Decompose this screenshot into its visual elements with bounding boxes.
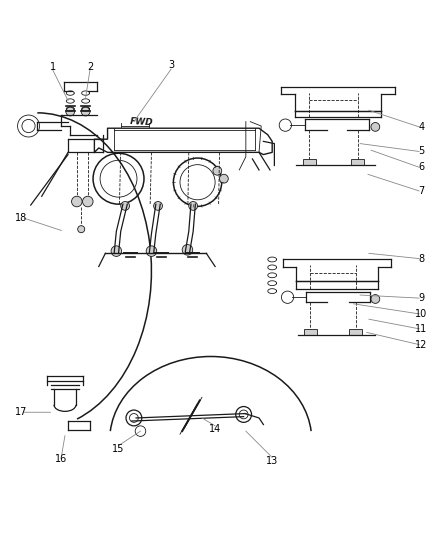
Text: 14: 14 — [208, 424, 221, 434]
Bar — [350, 159, 364, 165]
Circle shape — [120, 201, 129, 211]
Circle shape — [153, 201, 162, 211]
Text: 18: 18 — [15, 213, 27, 223]
Circle shape — [182, 245, 192, 255]
Text: FWD: FWD — [129, 117, 153, 127]
Circle shape — [82, 196, 93, 207]
Circle shape — [212, 166, 221, 175]
Text: 3: 3 — [168, 60, 174, 70]
Text: 8: 8 — [417, 254, 424, 264]
Circle shape — [188, 201, 197, 211]
Text: 4: 4 — [417, 122, 424, 132]
Text: 16: 16 — [55, 454, 67, 464]
Circle shape — [71, 196, 82, 207]
Circle shape — [219, 174, 228, 183]
Text: 17: 17 — [15, 407, 27, 417]
Text: 5: 5 — [417, 147, 424, 157]
Bar — [349, 329, 361, 335]
Text: 15: 15 — [112, 443, 124, 454]
Circle shape — [78, 225, 85, 233]
Text: 13: 13 — [265, 456, 278, 465]
Text: 9: 9 — [417, 293, 424, 303]
Text: 1: 1 — [49, 62, 56, 72]
Text: 2: 2 — [87, 62, 93, 72]
Text: 12: 12 — [414, 340, 427, 350]
Bar — [304, 329, 316, 335]
Circle shape — [111, 246, 121, 256]
Text: 11: 11 — [414, 324, 427, 334]
Text: 10: 10 — [414, 309, 427, 319]
Text: 7: 7 — [417, 186, 424, 196]
Bar — [302, 159, 315, 165]
Circle shape — [370, 295, 379, 303]
Circle shape — [370, 123, 379, 131]
Text: 6: 6 — [417, 162, 424, 172]
Circle shape — [81, 107, 90, 116]
Circle shape — [66, 107, 74, 116]
Circle shape — [146, 246, 156, 256]
